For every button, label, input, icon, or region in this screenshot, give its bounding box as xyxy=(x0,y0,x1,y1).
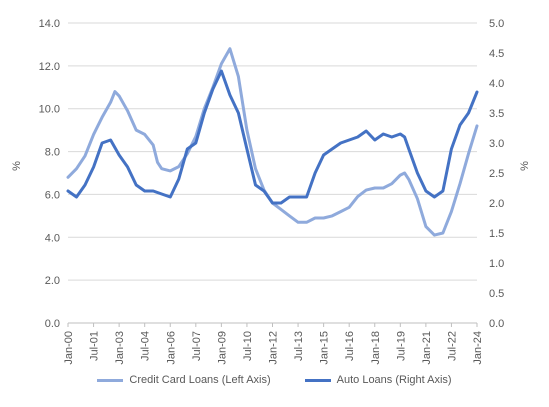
legend-label-credit-card: Credit Card Loans (Left Axis) xyxy=(129,374,271,386)
legend-item-auto-loans: Auto Loans (Right Axis) xyxy=(304,374,452,386)
legend-item-credit-card: Credit Card Loans (Left Axis) xyxy=(97,374,271,386)
y-tick-label-right: 2.5 xyxy=(489,168,504,180)
y-tick-label-right: 3.0 xyxy=(489,138,504,150)
x-tick-label: Jan-12 xyxy=(268,331,280,365)
y-tick-label-left: 6.0 xyxy=(45,189,60,201)
x-tick-label: Jan-18 xyxy=(370,331,382,365)
y-tick-label-right: 4.0 xyxy=(489,78,504,90)
x-tick-label: Jul-07 xyxy=(191,331,203,361)
y-tick-label-left: 14.0 xyxy=(39,18,60,30)
x-tick-label: Jan-15 xyxy=(319,331,331,365)
y-tick-label-right: 3.5 xyxy=(489,108,504,120)
x-tick-label: Jan-00 xyxy=(63,331,75,365)
x-tick-label: Jul-16 xyxy=(344,331,356,361)
legend: Credit Card Loans (Left Axis) Auto Loans… xyxy=(0,374,549,386)
y-tick-label-right: 1.5 xyxy=(489,228,504,240)
x-tick-label: Jan-21 xyxy=(421,331,433,365)
y-tick-label-right: 2.0 xyxy=(489,198,504,210)
y-axis-label-right: % xyxy=(519,161,531,171)
x-tick-label: Jul-04 xyxy=(140,331,152,361)
x-tick-label: Jul-22 xyxy=(446,331,458,361)
legend-swatch-credit-card xyxy=(97,378,124,382)
legend-swatch-auto-loans xyxy=(304,378,331,382)
x-tick-label: Jul-13 xyxy=(293,331,305,361)
y-tick-label-left: 4.0 xyxy=(45,232,60,244)
grid-layer xyxy=(68,22,477,324)
x-tick-label: Jul-19 xyxy=(395,331,407,361)
series-line-auto-loans xyxy=(66,69,479,205)
y-tick-label-right: 0.5 xyxy=(489,288,504,300)
x-tick-label: Jul-10 xyxy=(242,331,254,361)
y-tick-label-right: 1.0 xyxy=(489,258,504,270)
y-tick-label-right: 4.5 xyxy=(489,48,504,60)
y-tick-label-left: 2.0 xyxy=(45,275,60,287)
y-tick-label-left: 0.0 xyxy=(45,318,60,330)
y-tick-label-left: 12.0 xyxy=(39,61,60,73)
legend-label-auto-loans: Auto Loans (Right Axis) xyxy=(336,374,452,386)
y-tick-label-right: 0.0 xyxy=(489,318,504,330)
x-tick-label: Jan-24 xyxy=(472,331,484,365)
y-tick-label-left: 10.0 xyxy=(39,104,60,116)
x-tick-label: Jan-09 xyxy=(216,331,228,365)
x-tick-label: Jul-01 xyxy=(89,331,101,361)
x-tick-label: Jan-06 xyxy=(165,331,177,365)
y-tick-label-left: 8.0 xyxy=(45,147,60,159)
series-line-credit-card-loans xyxy=(66,47,479,237)
series-layer xyxy=(66,47,479,237)
y-tick-label-right: 5.0 xyxy=(489,18,504,30)
x-tick-label: Jan-03 xyxy=(114,331,126,365)
axis-layer: 0.0 2.0 4.0 6.0 8.0 10.0 12.0 14.0 0.0 0.5 1.0 1.5 2… xyxy=(39,18,505,365)
y-axis-label-left: % xyxy=(11,161,23,171)
